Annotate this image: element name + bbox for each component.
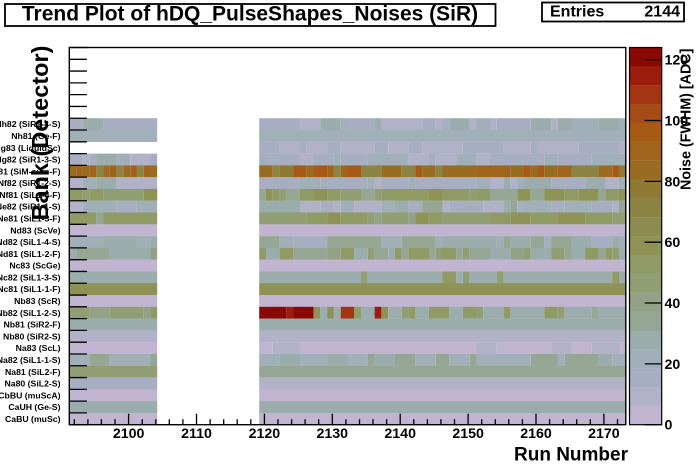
svg-text:Nb83 (ScR): Nb83 (ScR) <box>14 296 60 306</box>
svg-text:Nb82 (SiL1-2-S): Nb82 (SiL1-2-S) <box>0 308 61 318</box>
svg-text:60: 60 <box>665 235 681 251</box>
svg-text:Nb81 (SiR2-F): Nb81 (SiR2-F) <box>4 320 61 330</box>
svg-text:CaBU (muSc): CaBU (muSc) <box>5 414 61 424</box>
svg-text:20: 20 <box>665 357 681 373</box>
svg-text:CbBU (muScA): CbBU (muScA) <box>0 390 61 400</box>
svg-text:Nh82 (SiR1-4-S): Nh82 (SiR1-4-S) <box>0 119 61 129</box>
svg-text:Nf82 (SiR1-2-S): Nf82 (SiR1-2-S) <box>0 178 61 188</box>
svg-text:120: 120 <box>665 53 689 69</box>
svg-text:Nd83 (ScVe): Nd83 (ScVe) <box>10 225 60 235</box>
svg-text:Nd81 (SiL1-2-F): Nd81 (SiL1-2-F) <box>0 249 61 259</box>
svg-text:Bank (Detector): Bank (Detector) <box>27 46 53 221</box>
svg-text:2170: 2170 <box>588 426 620 442</box>
svg-text:2150: 2150 <box>452 426 484 442</box>
svg-text:Nd82 (SiL1-4-S): Nd82 (SiL1-4-S) <box>0 237 61 247</box>
svg-text:Nf81 (SiL1-4-F): Nf81 (SiL1-4-F) <box>0 190 61 200</box>
svg-text:CaUH (Ge-S): CaUH (Ge-S) <box>8 402 60 412</box>
svg-text:Na81 (SiL2-F): Na81 (SiL2-F) <box>5 367 61 377</box>
svg-text:Ng83 (LiquidSc): Ng83 (LiquidSc) <box>0 143 61 153</box>
svg-text:Trend Plot of hDQ_PulseShapes_: Trend Plot of hDQ_PulseShapes_Noises (Si… <box>22 3 478 26</box>
svg-text:Na80 (SiL2-S): Na80 (SiL2-S) <box>4 379 60 389</box>
svg-text:Nc81 (SiL1-1-F): Nc81 (SiL1-1-F) <box>0 284 61 294</box>
svg-text:100: 100 <box>665 114 689 130</box>
svg-text:0: 0 <box>665 418 673 434</box>
svg-text:Na82 (SiL1-1-S): Na82 (SiL1-1-S) <box>0 355 61 365</box>
svg-text:2100: 2100 <box>113 426 145 442</box>
svg-text:Na83 (ScL): Na83 (ScL) <box>16 343 61 353</box>
svg-text:Ne81 (SiL1-3-F): Ne81 (SiL1-3-F) <box>0 214 61 224</box>
svg-text:Ng81 (SiM-sum-F): Ng81 (SiM-sum-F) <box>0 166 61 176</box>
svg-text:2130: 2130 <box>317 426 349 442</box>
svg-text:2160: 2160 <box>520 426 552 442</box>
svg-text:Entries: Entries <box>550 3 604 20</box>
svg-text:Run Number: Run Number <box>514 445 629 466</box>
svg-text:2120: 2120 <box>249 426 281 442</box>
svg-text:40: 40 <box>665 296 681 312</box>
svg-text:80: 80 <box>665 174 681 190</box>
svg-text:Nc82 (SiL1-3-S): Nc82 (SiL1-3-S) <box>0 273 61 283</box>
svg-text:Ng82 (SiR1-3-S): Ng82 (SiR1-3-S) <box>0 155 61 165</box>
svg-text:2110: 2110 <box>181 426 212 442</box>
svg-text:Nh81 (Ge-F): Nh81 (Ge-F) <box>11 131 60 141</box>
svg-text:Noise (FWHM) [ADC]: Noise (FWHM) [ADC] <box>679 49 695 190</box>
svg-text:2144: 2144 <box>644 3 680 20</box>
svg-text:Ne82 (SiR1-1-S): Ne82 (SiR1-1-S) <box>0 202 61 212</box>
svg-text:Nb80 (SiR2-S): Nb80 (SiR2-S) <box>3 331 61 341</box>
svg-text:2140: 2140 <box>384 426 416 442</box>
svg-text:Nc83 (ScGe): Nc83 (ScGe) <box>9 261 60 271</box>
